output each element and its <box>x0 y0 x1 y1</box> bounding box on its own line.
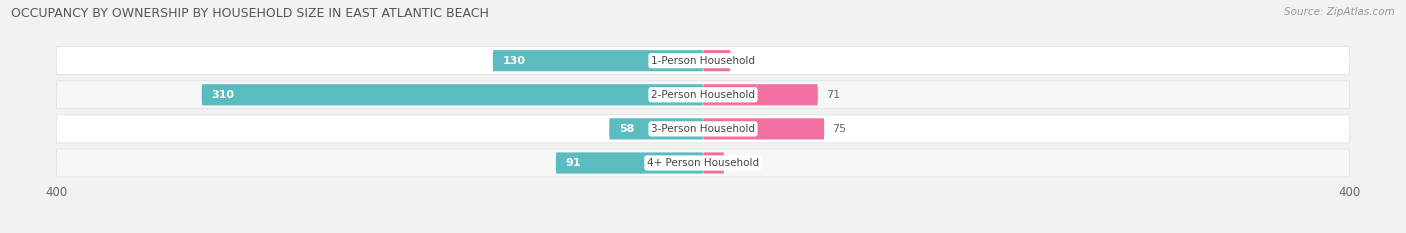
FancyBboxPatch shape <box>703 118 824 140</box>
Text: 58: 58 <box>619 124 634 134</box>
Text: 91: 91 <box>565 158 581 168</box>
Text: 71: 71 <box>825 90 839 100</box>
Text: 17: 17 <box>738 56 752 66</box>
Text: Source: ZipAtlas.com: Source: ZipAtlas.com <box>1284 7 1395 17</box>
Text: 4+ Person Household: 4+ Person Household <box>647 158 759 168</box>
FancyBboxPatch shape <box>56 47 1350 75</box>
FancyBboxPatch shape <box>202 84 703 105</box>
FancyBboxPatch shape <box>609 118 703 140</box>
FancyBboxPatch shape <box>56 81 1350 109</box>
Text: 13: 13 <box>733 158 747 168</box>
FancyBboxPatch shape <box>494 50 703 71</box>
Text: 1-Person Household: 1-Person Household <box>651 56 755 66</box>
Text: 3-Person Household: 3-Person Household <box>651 124 755 134</box>
FancyBboxPatch shape <box>555 152 703 174</box>
FancyBboxPatch shape <box>56 149 1350 177</box>
FancyBboxPatch shape <box>703 152 724 174</box>
FancyBboxPatch shape <box>703 84 818 105</box>
Text: 310: 310 <box>211 90 235 100</box>
Text: 75: 75 <box>832 124 846 134</box>
Text: 130: 130 <box>502 56 526 66</box>
Text: 2-Person Household: 2-Person Household <box>651 90 755 100</box>
FancyBboxPatch shape <box>56 115 1350 143</box>
Text: OCCUPANCY BY OWNERSHIP BY HOUSEHOLD SIZE IN EAST ATLANTIC BEACH: OCCUPANCY BY OWNERSHIP BY HOUSEHOLD SIZE… <box>11 7 489 20</box>
FancyBboxPatch shape <box>703 50 731 71</box>
